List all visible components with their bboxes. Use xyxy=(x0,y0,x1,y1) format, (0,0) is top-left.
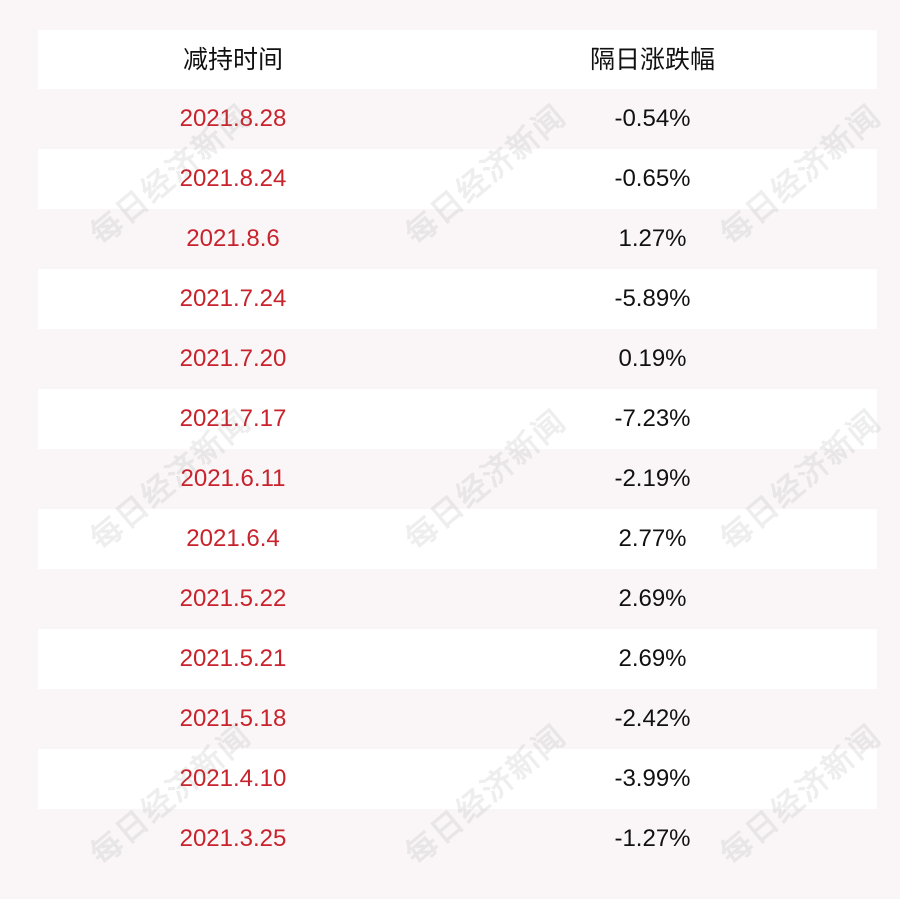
table-row: 2021.7.24 -5.89% xyxy=(38,269,877,329)
date-cell: 2021.5.22 xyxy=(179,585,287,612)
change-cell: -2.19% xyxy=(614,465,691,492)
header-date: 减持时间 xyxy=(182,45,283,74)
table-row: 2021.6.11 -2.19% xyxy=(38,449,877,509)
change-cell: 2.69% xyxy=(618,585,687,612)
table-row: 2021.7.20 0.19% xyxy=(38,329,877,389)
header-change: 隔日涨跌幅 xyxy=(589,45,715,74)
date-cell: 2021.8.6 xyxy=(186,225,280,252)
change-cell: 1.27% xyxy=(618,225,687,252)
change-cell: -0.65% xyxy=(614,165,691,192)
change-cell: -0.54% xyxy=(614,105,691,132)
date-cell: 2021.8.24 xyxy=(179,165,287,192)
date-cell: 2021.3.25 xyxy=(179,825,287,852)
table-row: 2021.3.25 -1.27% xyxy=(38,809,877,869)
table-row: 2021.7.17 -7.23% xyxy=(38,389,877,449)
table-header-row: 减持时间 隔日涨跌幅 xyxy=(38,30,877,89)
date-cell: 2021.4.10 xyxy=(179,765,287,792)
date-cell: 2021.6.11 xyxy=(180,465,286,492)
table-row: 2021.4.10 -3.99% xyxy=(38,749,877,809)
change-cell: 0.19% xyxy=(618,345,687,372)
date-cell: 2021.7.20 xyxy=(179,345,287,372)
table-row: 2021.5.21 2.69% xyxy=(38,629,877,689)
date-cell: 2021.7.24 xyxy=(179,285,287,312)
date-cell: 2021.5.18 xyxy=(179,705,287,732)
change-cell: -7.23% xyxy=(614,405,691,432)
table-row: 2021.8.24 -0.65% xyxy=(38,149,877,209)
table-row: 2021.8.28 -0.54% xyxy=(38,89,877,149)
date-cell: 2021.7.17 xyxy=(179,405,287,432)
date-cell: 2021.8.28 xyxy=(179,105,287,132)
change-cell: -2.42% xyxy=(614,705,691,732)
data-table: 减持时间 隔日涨跌幅 2021.8.28 -0.54% 2021.8.24 -0… xyxy=(38,30,877,869)
date-cell: 2021.5.21 xyxy=(179,645,287,672)
table-row: 2021.5.22 2.69% xyxy=(38,569,877,629)
change-cell: 2.69% xyxy=(618,645,687,672)
change-cell: -1.27% xyxy=(614,825,691,852)
table-row: 2021.8.6 1.27% xyxy=(38,209,877,269)
change-cell: -3.99% xyxy=(614,765,691,792)
change-cell: -5.89% xyxy=(614,285,691,312)
table-row: 2021.5.18 -2.42% xyxy=(38,689,877,749)
table-row: 2021.6.4 2.77% xyxy=(38,509,877,569)
date-cell: 2021.6.4 xyxy=(186,525,280,552)
change-cell: 2.77% xyxy=(618,525,687,552)
